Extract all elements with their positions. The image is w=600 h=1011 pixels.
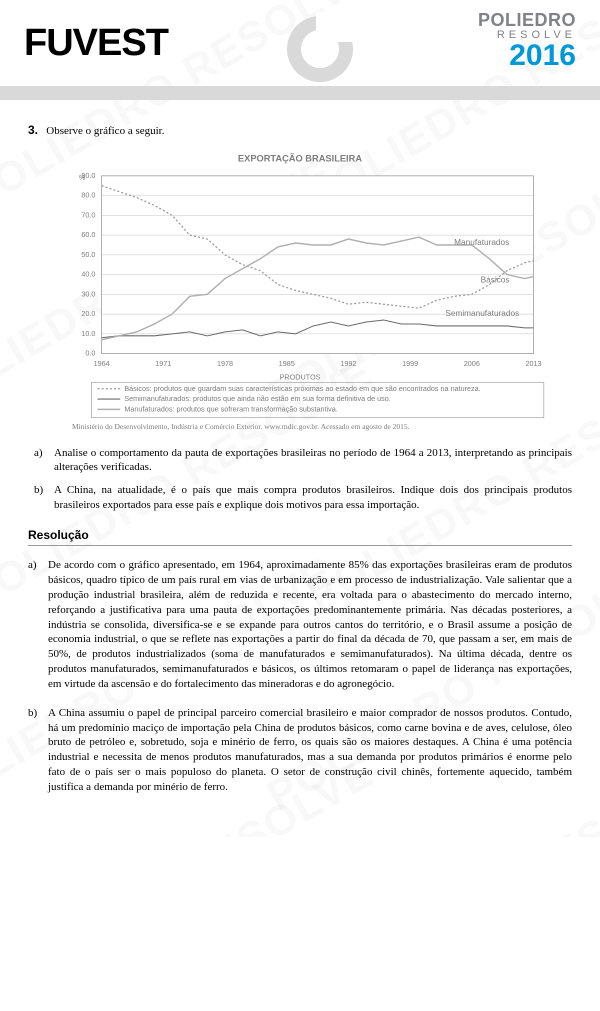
svg-text:PRODUTOS: PRODUTOS [280,372,321,381]
svg-text:Manufaturados: produtos que so: Manufaturados: produtos que sofreram tra… [124,404,337,413]
svg-text:Básicos: Básicos [481,275,510,284]
svg-text:30.0: 30.0 [81,289,95,298]
exam-title: FUVEST [24,22,168,65]
svg-text:80.0: 80.0 [81,191,95,200]
svg-text:1985: 1985 [279,359,295,368]
resolution-label: b) [28,706,48,795]
svg-text:40.0: 40.0 [81,270,95,279]
question-part: a) Analise o comportamento da pauta de e… [34,446,572,476]
part-label: a) [34,446,54,476]
part-text: Analise o comportamento da pauta de expo… [54,446,572,476]
svg-text:Semimanufaturados: produtos qu: Semimanufaturados: produtos que ainda nã… [124,394,390,403]
export-chart: EXPORTAÇÃO BRASILEIRA%0.010.020.030.040.… [52,149,548,418]
brand-name: POLIEDRO [478,10,576,31]
svg-text:Semimanufaturados: Semimanufaturados [445,309,519,318]
svg-text:60.0: 60.0 [81,230,95,239]
svg-text:1999: 1999 [402,359,418,368]
svg-text:2013: 2013 [525,359,541,368]
svg-text:50.0: 50.0 [81,250,95,259]
resolution-item: a) De acordo com o gráfico apresentado, … [28,558,572,692]
part-label: b) [34,483,54,513]
header-underline [0,86,600,100]
question-part: b) A China, na atualidade, é o país que … [34,483,572,513]
svg-text:1971: 1971 [155,359,171,368]
exam-year: 2016 [478,39,576,73]
poliedro-logo-icon [280,12,360,86]
resolution-title: Resolução [28,527,572,543]
svg-text:Manufaturados: Manufaturados [454,238,509,247]
resolution-text: De acordo com o gráfico apresentado, em … [48,558,572,692]
separator [28,545,572,546]
svg-text:1992: 1992 [340,359,356,368]
svg-text:10.0: 10.0 [81,329,95,338]
resolution-label: a) [28,558,48,692]
question-prompt: Observe o gráfico a seguir. [46,125,164,137]
part-text: A China, na atualidade, é o país que mai… [54,483,572,513]
svg-text:EXPORTAÇÃO BRASILEIRA: EXPORTAÇÃO BRASILEIRA [238,153,362,163]
resolution-text: A China assumiu o papel de principal par… [48,706,572,795]
svg-text:1978: 1978 [217,359,233,368]
svg-text:0.0: 0.0 [85,349,95,358]
svg-text:70.0: 70.0 [81,210,95,219]
question-number: 3. [28,123,38,137]
brand-block: POLIEDRO RESOLVE 2016 [478,10,576,73]
chart-container: EXPORTAÇÃO BRASILEIRA%0.010.020.030.040.… [52,149,548,418]
svg-text:20.0: 20.0 [81,309,95,318]
resolution-item: b) A China assumiu o papel de principal … [28,706,572,795]
svg-text:Básicos: produtos que guardam: Básicos: produtos que guardam suas carac… [124,384,480,393]
question-header: 3. Observe o gráfico a seguir. [28,122,572,139]
svg-text:2006: 2006 [464,359,480,368]
page-content: 3. Observe o gráfico a seguir. EXPORTAÇÃ… [0,100,600,837]
chart-caption: Ministério do Desenvolvimento, Indústria… [72,422,548,432]
svg-text:90.0: 90.0 [81,171,95,180]
page-header: FUVEST POLIEDRO RESOLVE 2016 [0,0,600,100]
svg-text:1964: 1964 [94,359,110,368]
